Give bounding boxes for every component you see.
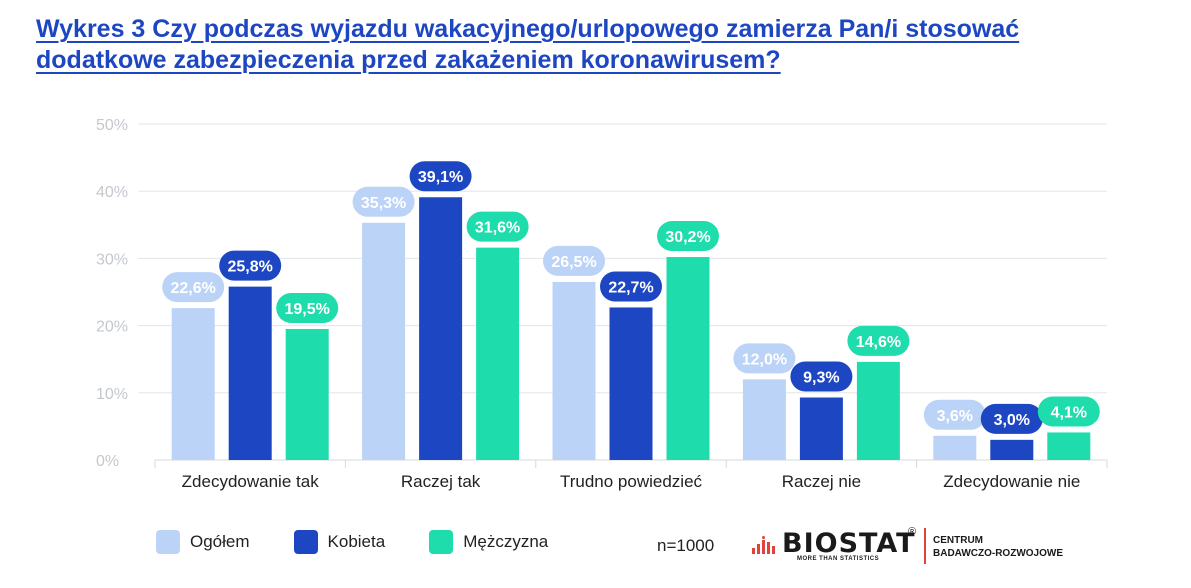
biostat-logo: BIOSTAT ® MORE THAN STATISTICS CENTRUM B… <box>752 526 1092 566</box>
data-label: 3,0% <box>994 412 1030 429</box>
legend-item-mezczyzna: Mężczyzna <box>429 530 548 554</box>
data-label: 12,0% <box>742 351 787 368</box>
legend: Ogółem Kobieta Mężczyzna <box>156 530 592 554</box>
bar <box>933 435 977 460</box>
data-label-pill <box>219 250 282 281</box>
data-label: 4,1% <box>1051 404 1087 421</box>
data-label-pill <box>733 343 796 374</box>
y-tick-label: 50% <box>96 117 128 134</box>
data-label-pill <box>543 245 605 276</box>
bar <box>742 379 786 460</box>
chart-title: Wykres 3 Czy podczas wyjazdu wakacyjnego… <box>36 14 1156 76</box>
data-label: 9,3% <box>803 370 839 387</box>
logo-center-text: CENTRUM BADAWCZO-ROZWOJOWE <box>933 534 1103 560</box>
data-label: 3,6% <box>937 408 973 425</box>
bar <box>1047 432 1091 460</box>
bar <box>285 328 329 460</box>
data-label-pill <box>657 221 719 252</box>
data-label: 14,6% <box>856 334 901 351</box>
data-label-pill <box>466 211 529 242</box>
data-label: 26,5% <box>551 254 596 271</box>
bar <box>362 222 406 460</box>
data-label: 22,7% <box>608 279 653 296</box>
data-label-pill <box>923 399 986 430</box>
bar <box>552 281 596 460</box>
sample-size-label: n=1000 <box>657 536 715 555</box>
logo-bars-icon <box>752 536 775 554</box>
y-tick-label: 30% <box>96 251 128 268</box>
x-tick-label: Zdecydowanie nie <box>943 472 1080 491</box>
legend-label-ogolem: Ogółem <box>190 532 250 551</box>
bar <box>228 286 272 460</box>
data-label: 22,6% <box>171 280 216 297</box>
data-label-pill <box>600 271 662 302</box>
legend-swatch-ogolem <box>156 530 180 554</box>
data-label-pill <box>409 161 472 192</box>
data-label: 30,2% <box>665 229 710 246</box>
logo-registered: ® <box>908 526 917 538</box>
y-tick-label: 0% <box>96 453 119 470</box>
bar <box>666 257 710 460</box>
y-tick-label: 40% <box>96 184 128 201</box>
data-label-pill <box>847 325 910 356</box>
data-label-pill <box>790 361 853 392</box>
data-label: 31,6% <box>475 220 520 237</box>
bar <box>990 439 1034 460</box>
data-label-pill <box>162 272 225 303</box>
y-tick-label: 10% <box>96 386 128 403</box>
data-label-pill <box>1037 396 1100 427</box>
legend-swatch-mezczyzna <box>429 530 454 554</box>
data-label-pill <box>352 186 415 217</box>
legend-swatch-kobieta <box>293 530 318 554</box>
bar <box>171 308 215 460</box>
x-tick-label: Zdecydowanie tak <box>182 472 320 491</box>
legend-item-ogolem: Ogółem <box>156 530 250 554</box>
data-label-pill <box>980 403 1043 434</box>
x-tick-label: Trudno powiedzieć <box>560 472 703 491</box>
logo-divider <box>924 528 926 564</box>
bar <box>799 397 843 460</box>
logo-tagline: MORE THAN STATISTICS <box>797 556 880 562</box>
logo-center-line1: CENTRUM <box>933 535 983 546</box>
chart-title-text: Wykres 3 Czy podczas wyjazdu wakacyjnego… <box>36 15 1020 74</box>
data-label-pill <box>276 292 339 323</box>
legend-item-kobieta: Kobieta <box>293 530 386 554</box>
legend-label-mezczyzna: Mężczyzna <box>463 532 549 551</box>
data-label: 25,8% <box>228 259 273 276</box>
x-tick-label: Raczej nie <box>782 472 861 491</box>
bar-chart: 0% 10% 20% 30% 40% 50% 22,6% 25,8% 19,5% Zdecydow… <box>96 117 1108 491</box>
logo-center-line2: BADAWCZO-ROZWOJOWE <box>933 548 1063 559</box>
data-label: 19,5% <box>285 301 330 318</box>
data-label: 39,1% <box>418 169 463 186</box>
bar <box>856 361 900 460</box>
x-tick-label: Raczej tak <box>401 472 481 491</box>
y-tick-label: 20% <box>96 319 128 336</box>
logo-wordmark: BIOSTAT <box>782 528 916 559</box>
bar <box>476 247 520 460</box>
bar <box>609 307 653 460</box>
legend-label-kobieta: Kobieta <box>327 532 386 551</box>
data-label: 35,3% <box>361 195 406 212</box>
bar <box>419 197 463 461</box>
